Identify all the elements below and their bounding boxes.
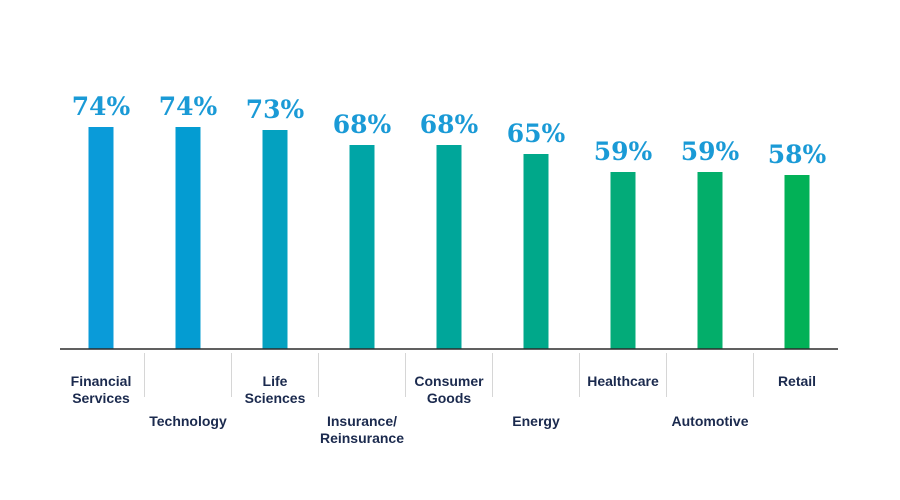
category-label: Consumer Goods: [414, 373, 484, 406]
value-label: 73%: [246, 95, 305, 124]
category-label: Retail: [778, 373, 816, 389]
category-label: Life Sciences: [245, 373, 306, 406]
value-label: 68%: [420, 110, 479, 139]
bar: [88, 127, 114, 349]
value-label: 58%: [768, 140, 827, 169]
value-label: 74%: [159, 92, 218, 121]
bar: [262, 130, 288, 349]
category-label: Healthcare: [587, 373, 659, 389]
value-label: 65%: [507, 119, 566, 148]
bar-series: [88, 127, 810, 349]
value-label: 68%: [333, 110, 392, 139]
bar: [436, 145, 462, 349]
value-label: 59%: [681, 137, 740, 166]
bar: [610, 172, 636, 349]
category-label: Technology: [149, 413, 227, 429]
category-labels: Financial Services Technology Life Sciences I…: [71, 373, 816, 446]
value-label: 74%: [72, 92, 131, 121]
bar: [175, 127, 201, 349]
bar: [523, 154, 549, 349]
category-label: Energy: [512, 413, 560, 429]
category-label: Automotive: [672, 413, 749, 429]
bar: [784, 175, 810, 349]
category-label: Financial Services: [71, 373, 132, 406]
value-labels: 74% 74% 73% 68% 68% 65% 59% 59% 58%: [72, 92, 827, 169]
bar: [697, 172, 723, 349]
category-dividers: [144, 353, 754, 397]
value-label: 59%: [594, 137, 653, 166]
bar: [349, 145, 375, 349]
category-label: Insurance/Reinsurance: [320, 413, 404, 446]
